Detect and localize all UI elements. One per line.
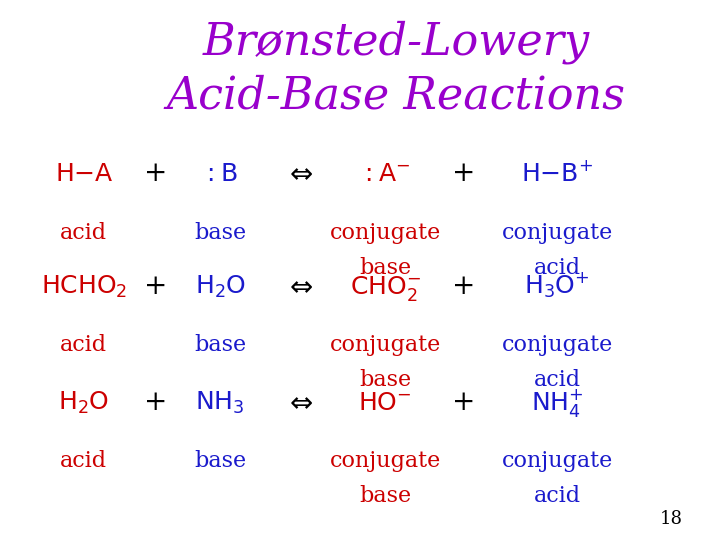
Text: $\mathrm{H{-}B^{+}}$: $\mathrm{H{-}B^{+}}$ <box>521 161 593 186</box>
Text: conjugate: conjugate <box>502 450 613 472</box>
Text: base: base <box>194 221 246 244</box>
Text: conjugate: conjugate <box>330 450 441 472</box>
Text: +: + <box>144 160 167 187</box>
Text: $\Leftrightarrow$: $\Leftrightarrow$ <box>284 388 314 416</box>
Text: +: + <box>452 273 476 300</box>
Text: $\mathrm{CHO_2^{-}}$: $\mathrm{CHO_2^{-}}$ <box>350 274 420 303</box>
Text: acid: acid <box>60 450 107 472</box>
Text: base: base <box>194 450 246 472</box>
Text: +: + <box>144 389 167 416</box>
Text: base: base <box>359 485 411 507</box>
Text: conjugate: conjugate <box>330 334 441 356</box>
Text: acid: acid <box>534 256 581 279</box>
Text: base: base <box>359 256 411 279</box>
Text: $\mathrm{NH_3}$: $\mathrm{NH_3}$ <box>195 390 245 416</box>
Text: $\mathrm{:B}$: $\mathrm{:B}$ <box>202 163 238 186</box>
Text: $\mathrm{H_3O^{+}}$: $\mathrm{H_3O^{+}}$ <box>524 271 590 300</box>
Text: +: + <box>452 160 476 187</box>
Text: acid: acid <box>60 221 107 244</box>
Text: conjugate: conjugate <box>502 221 613 244</box>
Text: base: base <box>194 334 246 356</box>
Text: $\mathrm{HCHO_2}$: $\mathrm{HCHO_2}$ <box>41 274 127 300</box>
Text: $\mathrm{:A^{-}}$: $\mathrm{:A^{-}}$ <box>360 163 410 186</box>
Text: $\mathrm{H_2O}$: $\mathrm{H_2O}$ <box>58 390 109 416</box>
Text: +: + <box>452 389 476 416</box>
Text: +: + <box>144 273 167 300</box>
Text: conjugate: conjugate <box>330 221 441 244</box>
Text: acid: acid <box>534 485 581 507</box>
Text: acid: acid <box>534 369 581 392</box>
Text: $\mathrm{H{-}A}$: $\mathrm{H{-}A}$ <box>55 163 113 186</box>
Text: $\Leftrightarrow$: $\Leftrightarrow$ <box>284 272 314 300</box>
Text: $\Leftrightarrow$: $\Leftrightarrow$ <box>284 159 314 187</box>
Text: 18: 18 <box>660 510 683 528</box>
Text: conjugate: conjugate <box>502 334 613 356</box>
Text: $\mathrm{HO^{-}}$: $\mathrm{HO^{-}}$ <box>359 390 412 415</box>
Text: acid: acid <box>60 334 107 356</box>
Text: base: base <box>359 369 411 392</box>
Text: Brønsted-Lowery: Brønsted-Lowery <box>202 20 590 64</box>
Text: Acid-Base Reactions: Acid-Base Reactions <box>166 74 626 117</box>
Text: $\mathrm{H_2O}$: $\mathrm{H_2O}$ <box>194 274 246 300</box>
Text: $\mathrm{NH_4^{+}}$: $\mathrm{NH_4^{+}}$ <box>531 387 583 418</box>
